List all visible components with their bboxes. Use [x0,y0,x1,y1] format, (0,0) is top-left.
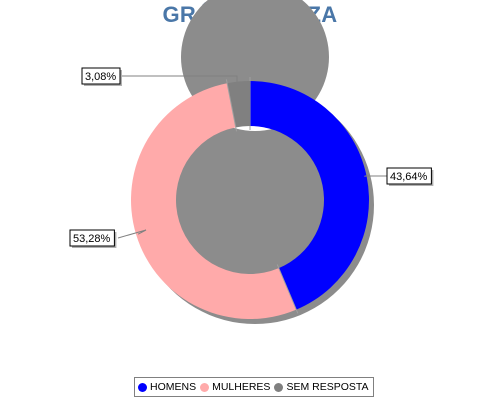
legend-swatch-icon [274,382,284,392]
slice-separator [276,264,299,314]
data-label-mulheres: 53,28% [73,233,111,245]
donut-slice-layer [131,77,370,319]
donut-label-layer: 43,64% 53,28% 3,08% [69,67,434,248]
data-label-box-sem-resposta [81,67,121,85]
legend-item-mulheres: MULHERES [200,381,270,393]
legend-label: HOMENS [150,381,197,393]
label-connector-mulheres [117,229,147,239]
data-label-homens: 43,64% [390,171,428,183]
legend-label: MULHERES [212,381,271,393]
legend-swatch-icon [200,382,210,392]
slice-homens [250,81,370,310]
legend-item-sem-resposta: SEM RESPOSTA [274,381,369,393]
legend-swatch-icon [138,382,147,392]
label-connector-homens [364,175,387,177]
data-label-box-mulheres [69,229,115,247]
slice-separator [225,79,238,132]
legend-item-homens: HOMENS [138,381,196,393]
label-connector-sem-resposta [118,75,240,86]
chart-legend: HOMENS MULHERES SEM RESPOSTA [134,377,374,397]
data-label-box-homens [386,167,432,185]
data-label-sem-resposta: 3,08% [85,71,116,83]
slice-mulheres [131,83,297,319]
slice-sem-resposta [227,81,250,128]
legend-label: SEM RESPOSTA [286,381,369,393]
